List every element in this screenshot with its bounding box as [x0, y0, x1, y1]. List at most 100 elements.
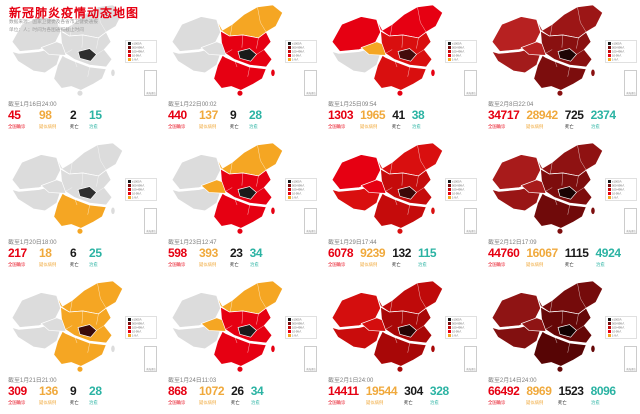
legend-label: 500-999人: [612, 184, 625, 188]
region-hubei: [237, 186, 257, 200]
region-south: [213, 193, 267, 229]
sea-inset-label: 南海诸岛: [625, 92, 636, 95]
map-cell: ≥1000人 500-999人 100-499人 10-99人 1-9人 南海诸岛 截至…: [160, 276, 320, 414]
legend-label: 500-999人: [292, 184, 305, 188]
legend-swatch: [128, 58, 131, 61]
sea-inset-label: 南海诸岛: [305, 92, 316, 95]
region-hubei: [557, 324, 577, 338]
legend-swatch: [288, 58, 291, 61]
legend-swatch: [448, 42, 451, 45]
legend-entry: ≥1000人: [288, 318, 314, 322]
stats-row: 309 全国确诊 136 疑似病例 9 死亡 28 治愈: [8, 385, 158, 408]
region-north: [376, 280, 443, 315]
region-taiwan: [270, 344, 276, 353]
stat-cured: 34 治愈: [251, 385, 264, 408]
legend-swatch: [288, 334, 291, 337]
stat-confirmed: 14411 全国确诊: [328, 385, 359, 408]
stat-confirmed: 45 全国确诊: [8, 109, 32, 132]
legend-label: 100-499人: [132, 50, 145, 54]
map-date: 截至2月14日24:00: [488, 377, 537, 384]
region-east: [220, 306, 273, 344]
stat-confirmed-value: 309: [8, 384, 27, 398]
legend-label: 500-999人: [612, 46, 625, 50]
legend-entry: 1-9人: [608, 58, 634, 62]
stat-confirmed-value: 66492: [488, 384, 520, 398]
region-hubei: [237, 324, 257, 338]
legend-label: 1-9人: [292, 196, 299, 200]
stat-suspected-value: 136: [39, 384, 58, 398]
stat-death-label: 死亡: [70, 262, 79, 268]
legend-entry: 500-999人: [128, 184, 154, 188]
legend-swatch: [288, 54, 291, 57]
stat-confirmed-label: 全国确诊: [168, 124, 186, 130]
legend-entry: 1-9人: [128, 58, 154, 62]
region-hainan: [396, 227, 404, 235]
legend-swatch: [128, 334, 131, 337]
stat-cured-label: 治愈: [89, 124, 98, 130]
legend-entry: ≥1000人: [448, 318, 474, 322]
region-hubei: [557, 48, 577, 62]
stat-death-label: 死亡: [230, 124, 239, 130]
china-choropleth-map: [491, 142, 603, 235]
stat-confirmed-label: 全国确诊: [8, 124, 26, 130]
stat-death-label: 死亡: [564, 124, 574, 130]
legend-swatch: [288, 192, 291, 195]
legend-label: 10-99人: [452, 330, 462, 334]
province-borders: [225, 144, 267, 215]
legend-label: ≥1000人: [612, 318, 623, 322]
stat-death-label: 死亡: [70, 400, 79, 406]
legend-label: ≥1000人: [612, 42, 623, 46]
china-choropleth-map: [11, 142, 123, 235]
stat-death-value: 9: [230, 108, 237, 122]
china-choropleth-map: [491, 280, 603, 373]
south-china-sea-inset: 南海诸岛: [304, 70, 317, 96]
stat-death-value: 41: [392, 108, 405, 122]
stat-suspected-label: 疑似病例: [199, 400, 217, 406]
legend-swatch: [448, 180, 451, 183]
stat-suspected-label: 疑似病例: [360, 124, 378, 130]
legend-swatch: [288, 330, 291, 333]
map-date: 截至1月24日11:03: [168, 377, 217, 384]
stat-death-label: 死亡: [564, 262, 574, 268]
stat-confirmed-label: 全国确诊: [488, 262, 506, 268]
map-legend: ≥1000人 500-999人 100-499人 10-99人 1-9人: [605, 178, 637, 201]
south-china-sea-inset: 南海诸岛: [624, 70, 637, 96]
sea-inset-label: 南海诸岛: [625, 230, 636, 233]
stat-suspected-value: 137: [199, 108, 218, 122]
china-choropleth-map: [11, 4, 123, 97]
stat-suspected: 9239 疑似病例: [360, 247, 386, 270]
legend-swatch: [608, 188, 611, 191]
legend-swatch: [288, 318, 291, 321]
legend-entry: 500-999人: [288, 184, 314, 188]
map-cell: ≥1000人 500-999人 100-499人 10-99人 1-9人 南海诸岛 截至…: [320, 138, 480, 276]
legend-entry: 10-99人: [288, 54, 314, 58]
province-borders: [65, 282, 107, 353]
stat-suspected-label: 疑似病例: [39, 400, 57, 406]
region-south: [533, 55, 587, 91]
province-borders: [385, 282, 427, 353]
region-taiwan: [270, 206, 276, 215]
region-hubei: [237, 48, 257, 62]
stat-confirmed: 868 全国确诊: [168, 385, 192, 408]
region-east: [220, 168, 273, 206]
legend-label: 10-99人: [452, 192, 462, 196]
legend-swatch: [288, 46, 291, 49]
legend-swatch: [608, 50, 611, 53]
region-hubei: [557, 186, 577, 200]
legend-label: 100-499人: [612, 188, 625, 192]
stat-cured: 115 治愈: [418, 247, 437, 270]
stat-confirmed: 217 全国确诊: [8, 247, 32, 270]
map-cell: ≥1000人 500-999人 100-499人 10-99人 1-9人 南海诸岛 截至…: [480, 276, 640, 414]
legend-entry: ≥1000人: [448, 180, 474, 184]
legend-entry: 10-99人: [128, 192, 154, 196]
stats-row: 440 全国确诊 137 疑似病例 9 死亡 28 治愈: [168, 109, 318, 132]
south-china-sea-inset: 南海诸岛: [304, 208, 317, 234]
stat-suspected-value: 18: [39, 246, 52, 260]
legend-label: 1-9人: [292, 334, 299, 338]
stat-death-label: 死亡: [231, 400, 240, 406]
region-hubei: [397, 324, 417, 338]
stat-suspected-label: 疑似病例: [526, 262, 544, 268]
legend-label: 1-9人: [612, 58, 619, 62]
legend-label: 100-499人: [292, 188, 305, 192]
legend-swatch: [608, 58, 611, 61]
